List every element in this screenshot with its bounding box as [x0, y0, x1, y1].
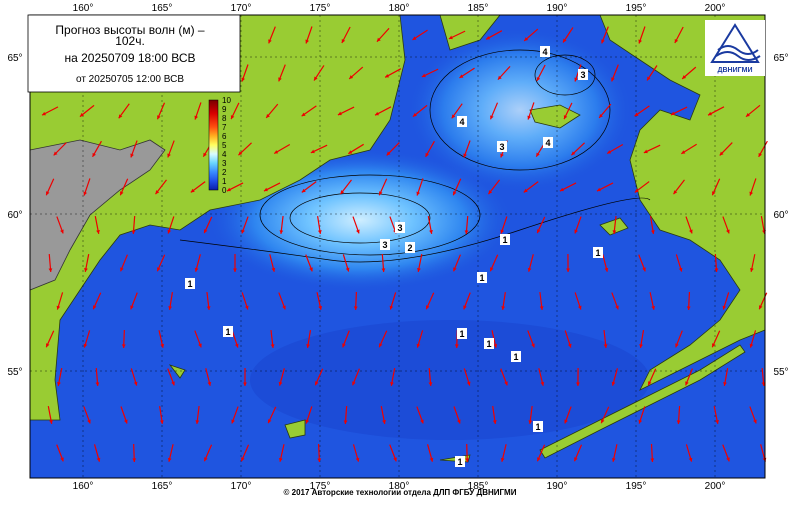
- contour-label: 1: [513, 352, 518, 362]
- colorbar-label: 8: [222, 114, 227, 123]
- colorbar-label: 7: [222, 123, 227, 132]
- contour-label: 3: [397, 223, 402, 233]
- colorbar-label: 4: [222, 150, 227, 159]
- forecast-time: на 20250709 18:00 ВСВ: [65, 51, 196, 65]
- longitude-label: 165°: [152, 3, 173, 14]
- colorbar-label: 1: [222, 177, 227, 186]
- colorbar-label: 0: [222, 186, 227, 195]
- contour-label: 1: [225, 327, 230, 337]
- colorbar: [209, 100, 218, 190]
- contour-label: 3: [580, 70, 585, 80]
- colorbar-label: 5: [222, 141, 227, 150]
- contour-label: 1: [595, 248, 600, 258]
- contour-label: 1: [479, 273, 484, 283]
- contour-label: 3: [499, 142, 504, 152]
- longitude-label: 195°: [626, 481, 647, 492]
- colorbar-label: 2: [222, 168, 227, 177]
- wave-maximum: [410, 30, 630, 190]
- longitude-label: 180°: [389, 3, 410, 14]
- longitude-label: 190°: [547, 3, 568, 14]
- contour-label: 1: [502, 235, 507, 245]
- latitude-label: 65°: [7, 53, 22, 64]
- contour-label: 1: [535, 422, 540, 432]
- contour-label: 3: [382, 240, 387, 250]
- contour-label: 1: [486, 339, 491, 349]
- longitude-label: 190°: [547, 481, 568, 492]
- longitude-label: 160°: [73, 3, 94, 14]
- longitude-label: 160°: [73, 481, 94, 492]
- footer: © 2017 Авторские технологии отдела ДЛП Ф…: [284, 488, 517, 497]
- latitude-label: 55°: [773, 367, 788, 378]
- longitude-label: 200°: [705, 481, 726, 492]
- calm-zone: [250, 320, 650, 440]
- colorbar-label: 9: [222, 105, 227, 114]
- longitude-label: 165°: [152, 481, 173, 492]
- latitude-label: 55°: [7, 367, 22, 378]
- contour-label: 4: [459, 117, 464, 127]
- latitude-label: 65°: [773, 53, 788, 64]
- longitude-label: 170°: [231, 3, 252, 14]
- colorbar-label: 10: [222, 96, 231, 105]
- longitude-label: 170°: [231, 481, 252, 492]
- contour-label: 4: [542, 47, 547, 57]
- latitude-label: 60°: [7, 210, 22, 221]
- colorbar-label: 6: [222, 132, 227, 141]
- subtitle: 102ч.: [115, 34, 145, 48]
- longitude-label: 195°: [626, 3, 647, 14]
- contour-label: 4: [545, 138, 550, 148]
- contour-label: 2: [407, 243, 412, 253]
- logo-text: ДВНИГМИ: [718, 67, 753, 74]
- colorbar-label: 3: [222, 159, 227, 168]
- longitude-label: 175°: [310, 3, 331, 14]
- longitude-label: 200°: [705, 3, 726, 14]
- longitude-label: 185°: [468, 3, 489, 14]
- latitude-label: 60°: [773, 210, 788, 221]
- contour-label: 1: [459, 329, 464, 339]
- contour-label: 1: [457, 457, 462, 467]
- issue-time: от 20250705 12:00 ВСВ: [76, 74, 184, 85]
- contour-label: 1: [187, 279, 192, 289]
